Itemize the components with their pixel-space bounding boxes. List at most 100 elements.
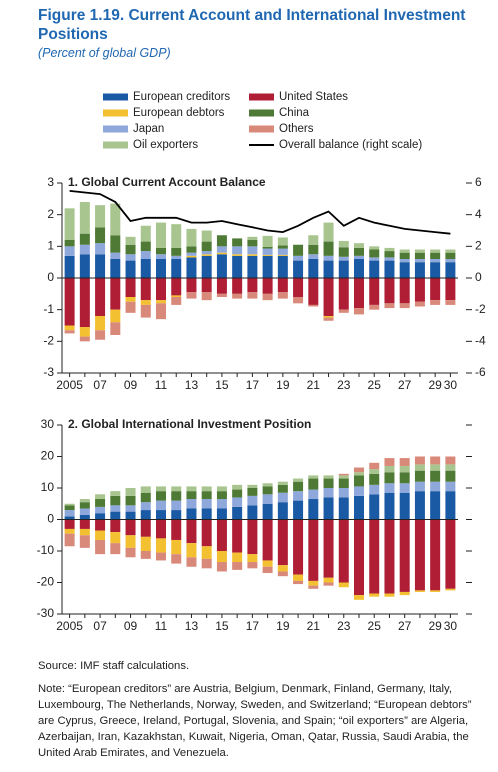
- bar-segment: [247, 554, 258, 563]
- x-tick-label: 07: [93, 378, 107, 392]
- bar-segment: [445, 456, 456, 465]
- bar-segment: [414, 278, 425, 302]
- bar-segment: [64, 503, 75, 506]
- bar-segment: [216, 254, 227, 278]
- y-tick-label: 0: [47, 270, 54, 284]
- bar-segment: [79, 514, 90, 520]
- bar-segment: [369, 494, 380, 520]
- bar-segment: [216, 278, 227, 294]
- bar-segment: [308, 278, 319, 305]
- bar-segment: [369, 469, 380, 474]
- x-tick-label: 15: [215, 378, 229, 392]
- figure-title: Figure 1.19. Current Account and Interna…: [38, 7, 466, 43]
- bar-segment: [110, 235, 121, 253]
- x-tick-label: 21: [307, 378, 321, 392]
- bar-segment: [232, 254, 243, 256]
- bar-segment: [277, 502, 288, 520]
- bar-segment: [171, 255, 182, 259]
- bar-segment: [384, 247, 395, 252]
- bar-segment: [247, 254, 258, 256]
- bar-segment: [338, 240, 349, 248]
- bar-segment: [369, 260, 380, 278]
- bar-segment: [414, 519, 425, 591]
- bar-segment: [277, 292, 288, 299]
- bar-segment: [354, 247, 364, 256]
- bar-segment: [110, 519, 121, 533]
- bar-segment: [95, 539, 106, 555]
- bar-segment: [171, 224, 182, 248]
- bar-segment: [277, 519, 288, 566]
- bar-segment: [125, 278, 136, 297]
- bar-segment: [308, 254, 319, 259]
- bar-segment: [186, 519, 197, 544]
- x-tick-label: 27: [398, 619, 412, 633]
- bar-segment: [430, 249, 441, 253]
- bar-segment: [430, 262, 441, 278]
- bar-segment: [430, 456, 441, 465]
- bar-segment: [186, 486, 197, 492]
- bar-segment: [293, 500, 304, 520]
- legend-swatch: [103, 125, 128, 133]
- bar-segment: [156, 300, 166, 304]
- bar-segment: [171, 500, 182, 511]
- bar-segment: [430, 519, 441, 591]
- bar-segment: [399, 278, 410, 304]
- bar-segment: [156, 222, 166, 248]
- bar-segment: [216, 252, 227, 255]
- bar-segment: [430, 252, 441, 259]
- bar-segment: [445, 481, 456, 492]
- bar-segment: [323, 497, 334, 520]
- bar-segment: [293, 260, 304, 278]
- bar-segment: [186, 292, 197, 299]
- bar-segment: [110, 532, 121, 544]
- bar-segment: [201, 519, 212, 547]
- bar-segment: [201, 499, 212, 509]
- bar-segment: [414, 252, 425, 259]
- x-tick-label: 07: [93, 619, 107, 633]
- x-tick-label: 19: [276, 378, 290, 392]
- bar-segment: [79, 499, 90, 503]
- bar-segment: [293, 297, 304, 304]
- bar-segment: [277, 278, 288, 293]
- bar-segment: [354, 495, 364, 520]
- bar-segment: [430, 278, 441, 301]
- bar-segment: [445, 300, 456, 305]
- bar-segment: [293, 519, 304, 575]
- bar-segment: [64, 208, 75, 240]
- bar-segment: [445, 262, 456, 278]
- bar-segment: [110, 322, 121, 335]
- bar-segment: [445, 470, 456, 482]
- bar-segment: [156, 500, 166, 511]
- bar-segment: [247, 488, 258, 496]
- bar-segment: [308, 304, 319, 307]
- bar-segment: [308, 244, 319, 255]
- bar-segment: [95, 205, 106, 228]
- bar-segment: [186, 257, 197, 278]
- bar-segment: [323, 577, 334, 583]
- bar-segment: [369, 278, 380, 305]
- bar-segment: [95, 530, 106, 540]
- bar-segment: [186, 508, 197, 520]
- y-tick-label: -3: [43, 365, 54, 379]
- bar-segment: [338, 473, 349, 476]
- bar-segment: [156, 486, 166, 492]
- bar-segment: [414, 456, 425, 465]
- bar-segment: [186, 499, 197, 509]
- bar-segment: [64, 516, 75, 520]
- bar-segment: [338, 247, 349, 257]
- bar-segment: [414, 464, 425, 471]
- bar-segment: [140, 536, 151, 551]
- legend-swatch: [249, 125, 274, 133]
- bar-segment: [338, 309, 349, 313]
- bar-segment: [140, 300, 151, 305]
- bar-segment: [354, 308, 364, 315]
- bar-segment: [201, 251, 212, 255]
- bar-segment: [277, 245, 288, 249]
- y-tick-label: 2: [47, 207, 54, 221]
- bar-segment: [445, 278, 456, 301]
- bar-segment: [140, 278, 151, 301]
- note: Note: “European creditors” are Austria, …: [38, 683, 472, 759]
- bar-segment: [186, 278, 197, 293]
- bar-segment: [277, 254, 288, 256]
- bar-segment: [232, 497, 243, 507]
